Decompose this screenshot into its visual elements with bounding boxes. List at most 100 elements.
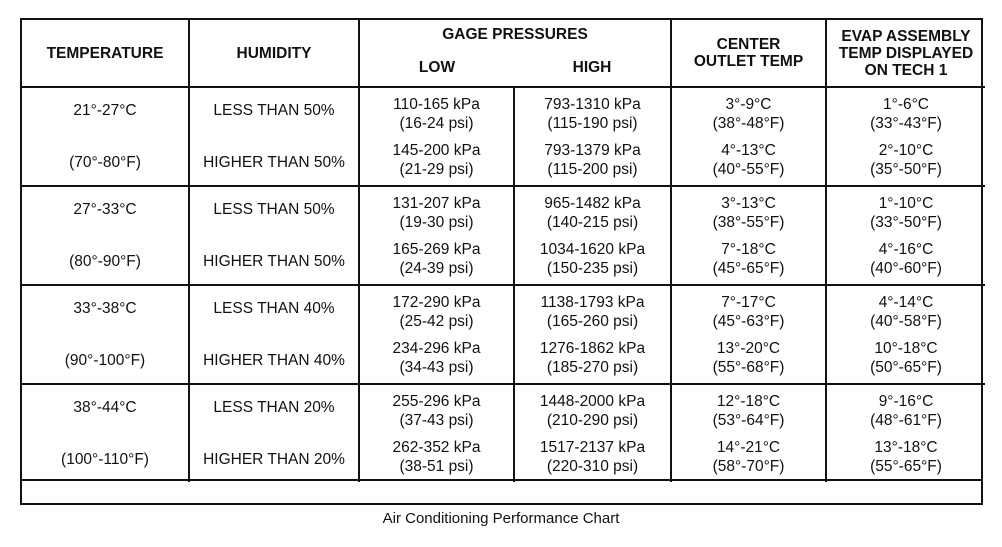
table-row: 21°-27°C (70°-80°F) LESS THAN 50% HIGHER TH… [21,86,986,187]
evap-assembly-temp-cell: 1°-10°C (33°-50°F) 4°-16°C (40°-60°F) [825,185,986,286]
low-pressure-cell-value: 165-269 kPa [392,240,481,258]
ambient-temp-f: (70°-80°F) [69,153,141,171]
high-pressure-cell: 1448-2000 kPa (210-290 psi) 1517-2137 kPa(… [513,383,672,483]
header-gage-pressures: GAGE PRESSURES [358,19,672,49]
high-pressure-cell-value: 1448-2000 kPa [539,392,646,410]
high-pressure-cell-value: (140-215 psi) [546,213,639,231]
header-evap-line3: ON TECH 1 [864,61,948,79]
center-outlet-temp-cell-value: 14°-21°C [716,438,781,456]
humidity-cell: LESS THAN 40% HIGHER THAN 40% [188,284,360,385]
high-pressure-cell-value: (185-270 psi) [546,358,639,376]
high-pressure-cell-value: 1034-1620 kPa [539,240,646,258]
low-pressure-cell-value: 262-352 kPa [392,438,481,456]
ambient-temp-c: 21°-27°C [73,101,137,119]
low-pressure-cell-value: (38-51 psi) [399,457,474,475]
ambient-temp-c: 38°-44°C [73,398,137,416]
low-pressure-cell-value: 234-296 kPa [392,339,481,357]
evap-assembly-temp-cell-value: 1°-6°C [883,95,929,113]
center-outlet-temp-cell-value: (40°-55°F) [712,160,785,178]
low-pressure-cell-value: 255-296 kPa [392,392,481,410]
ambient-temp-f: (100°-110°F) [61,450,149,468]
evap-assembly-temp-cell-value: (33°-50°F) [870,213,942,231]
humidity-value: LESS THAN 40% [213,299,335,317]
chart-caption: Air Conditioning Performance Chart [382,510,620,527]
high-pressure-cell: 965-1482 kPa (140-215 psi) 1034-1620 kPa (1… [513,185,672,286]
performance-chart-table: TEMPERATURE HUMIDITY GAGE PRESSURES CENT… [20,18,986,505]
low-pressure-cell-value: (21-29 psi) [399,160,474,178]
header-humidity: HUMIDITY [188,19,360,88]
evap-assembly-temp-cell: 9°-16°C (48°-61°F) 13°-18°C (55°-65°F) [825,383,986,483]
high-pressure-cell-value: (150-235 psi) [546,259,639,277]
center-outlet-temp-cell-value: (45°-63°F) [712,312,785,330]
low-pressure-cell-value: (37-43 psi) [399,411,474,429]
center-outlet-temp-cell: 3°-13°C (38°-55°F) 7°-18°C (45°-65°F) [670,185,827,286]
humidity-value: HIGHER THAN 20% [203,450,345,468]
evap-assembly-temp-cell-value: 4°-14°C [878,293,934,311]
table-row: 27°-33°C (80°-90°F) LESS THAN 50% HIGHER TH… [21,185,986,286]
ambient-temp-c: 27°-33°C [73,200,137,218]
evap-assembly-temp-cell-value: 10°-18°C [874,339,938,357]
low-pressure-cell: 110-165 kPa (16-24 psi) 145-200 kPa (21-29 … [358,86,515,187]
evap-assembly-temp-cell-value: 2°-10°C [878,141,934,159]
evap-assembly-temp-cell-value: (35°-50°F) [870,160,942,178]
center-outlet-temp-cell-value: 13°-20°C [716,339,781,357]
evap-assembly-temp-cell-value: 13°-18°C [874,438,938,456]
high-pressure-cell: 793-1310 kPa (115-190 psi) 793-1379 kPa (11… [513,86,672,187]
high-pressure-cell-value: 965-1482 kPa [544,194,641,212]
ambient-temperature-cell: 33°-38°C (90°-100°F) [21,284,190,385]
low-pressure-cell-value: (25-42 psi) [399,312,474,330]
evap-assembly-temp-cell-value: (40°-60°F) [870,259,942,277]
header-evap-line1: EVAP ASSEMBLY [841,27,971,45]
low-pressure-cell-value: (16-24 psi) [399,114,474,132]
humidity-cell: LESS THAN 20% HIGHER THAN 20% [188,383,360,483]
evap-assembly-temp-cell: 1°-6°C (33°-43°F) 2°-10°C (35°-50°F) [825,86,986,187]
humidity-value: LESS THAN 20% [213,398,335,416]
evap-assembly-temp-cell-value: 9°-16°C [878,392,934,410]
header-low: LOW [358,48,514,89]
humidity-value: LESS THAN 50% [213,101,335,119]
center-outlet-temp-cell-value: 4°-13°C [721,141,776,159]
evap-assembly-temp-cell-value: (50°-65°F) [870,358,942,376]
center-outlet-temp-cell-value: 12°-18°C [716,392,781,410]
header-center-line2: OUTLET TEMP [693,53,804,70]
ambient-temp-c: 33°-38°C [73,299,137,317]
evap-assembly-temp-cell-value: 4°-16°C [878,240,934,258]
center-outlet-temp-cell-value: (38°-55°F) [712,213,785,231]
header-evap-line2: TEMP DISPLAYED [838,44,974,62]
evap-assembly-temp-cell: 4°-14°C (40°-58°F) 10°-18°C (50°-65°F) [825,284,986,385]
evap-assembly-temp-cell-value: (55°-65°F) [870,457,942,475]
low-pressure-cell: 255-296 kPa (37-43 psi) 262-352 kPa (38-51 … [358,383,515,483]
center-outlet-temp-cell: 7°-17°C (45°-63°F) 13°-20°C (55°-68°F) [670,284,827,385]
empty-footer-row [22,479,981,503]
humidity-value: HIGHER THAN 50% [203,153,345,171]
low-pressure-cell-value: (24-39 psi) [399,259,474,277]
center-outlet-temp-cell-value: (58°-70°F) [712,457,785,475]
low-pressure-cell: 131-207 kPa (19-30 psi) 165-269 kPa (24-39 … [358,185,515,286]
evap-assembly-temp-cell-value: (33°-43°F) [870,114,942,132]
evap-assembly-temp-cell-value: 1°-10°C [878,194,934,212]
high-pressure-cell-value: (210-290 psi) [546,411,639,429]
humidity-cell: LESS THAN 50% HIGHER THAN 50% [188,185,360,286]
center-outlet-temp-cell-value: (38°-48°F) [712,114,785,132]
high-pressure-cell-value: (220-310 psi) [546,457,639,475]
center-outlet-temp-cell-value: 7°-17°C [721,293,776,311]
humidity-value: HIGHER THAN 50% [203,252,345,270]
humidity-value: LESS THAN 50% [213,200,335,218]
center-outlet-temp-cell-value: (53°-64°F) [712,411,785,429]
ambient-temperature-cell: 21°-27°C (70°-80°F) [21,86,190,187]
ambient-temperature-cell: 38°-44°C (100°-110°F) [21,383,190,483]
center-outlet-temp-cell-value: 3°-13°C [721,194,776,212]
evap-assembly-temp-cell-value: (48°-61°F) [870,411,942,429]
low-pressure-cell-value: 110-165 kPa [393,95,480,113]
low-pressure-cell-value: 172-290 kPa [392,293,481,311]
low-pressure-cell-value: 131-207 kPa [392,194,481,212]
center-outlet-temp-cell-value: 7°-18°C [721,240,776,258]
header-evap-assembly-temp: EVAP ASSEMBLY TEMP DISPLAYED ON TECH 1 [825,19,986,88]
center-outlet-temp-cell-value: (45°-65°F) [712,259,785,277]
table-row: 33°-38°C (90°-100°F) LESS THAN 40% HIGHER T… [21,284,986,385]
ambient-temperature-cell: 27°-33°C (80°-90°F) [21,185,190,286]
header-temperature: TEMPERATURE [21,19,190,88]
ac-performance-table: TEMPERATURE HUMIDITY GAGE PRESSURES CENT… [21,19,986,483]
humidity-cell: LESS THAN 50% HIGHER THAN 50% [188,86,360,187]
high-pressure-cell-value: 793-1379 kPa [544,141,641,159]
